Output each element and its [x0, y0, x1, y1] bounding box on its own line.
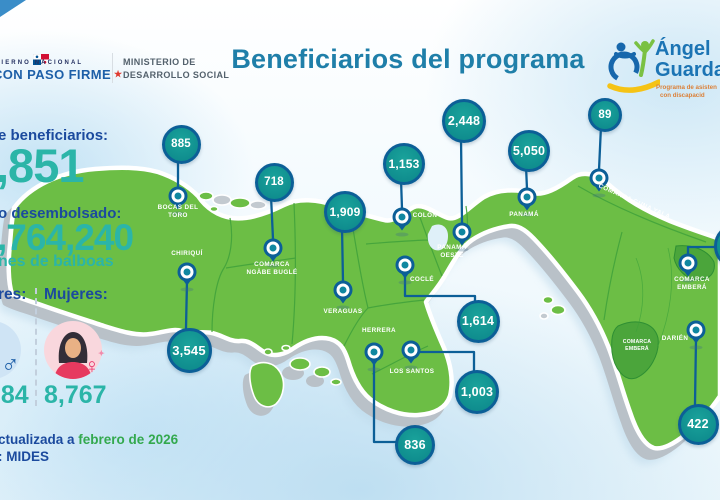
program-name-line2: Guarda: [655, 59, 720, 81]
label-embera: COMARCA EMBERÁ: [674, 276, 710, 292]
gender-divider: [35, 288, 37, 406]
pin-panama-oeste: [455, 225, 469, 252]
bubble-los-santos: 1,003: [455, 370, 499, 414]
label-bocas-del-toro: BOCAS DEL TORO: [157, 204, 199, 220]
pin-colon: [395, 210, 409, 237]
disbursed-unit: nes de balboas: [0, 253, 114, 270]
men-label: res:: [0, 286, 27, 303]
pin-bocas-del-toro: [171, 189, 185, 216]
updated-date: febrero de 2026: [78, 432, 179, 447]
label-veraguas: VERAGUAS: [323, 308, 363, 315]
bubble-panama: 5,050: [508, 130, 550, 172]
beneficiaries-value: ,851: [0, 139, 84, 192]
women-value: 8,767: [44, 381, 107, 409]
label-darien: DARIÉN: [661, 335, 689, 342]
disbursed-label: o desembolsado:: [0, 205, 122, 222]
label-cocle: COCLÉ: [409, 276, 435, 283]
pin-darien: [689, 323, 703, 350]
label-chiriqui: CHIRIQUÍ: [171, 250, 203, 257]
gov-line2: CON PASO FIRME ★: [0, 67, 123, 82]
bubble-veraguas: 1,909: [324, 191, 366, 233]
program-subtitle-line1: Programa de asisten: [656, 84, 717, 91]
label-ngabe-bugle: COMARCA NGÄBE BUGLÉ: [246, 261, 298, 277]
gov-line2-text: CON PASO FIRME: [0, 67, 112, 82]
pin-los-santos: [404, 343, 418, 370]
pin-chiriqui: [180, 265, 194, 292]
star-icon: ★: [114, 69, 123, 79]
lake-gatun: [427, 224, 448, 251]
updated-line: ctualizada a febrero de 2026: [0, 432, 178, 447]
bubble-ngabe-bugle: 718: [254, 162, 294, 202]
label-panama-oeste: PANAMÁ OESTE: [437, 244, 467, 260]
bubble-darien: 422: [677, 403, 719, 445]
pin-ngabe-bugle: [266, 241, 280, 268]
bubble-cocle: 1,614: [456, 299, 500, 343]
bubble-colon: 1,153: [383, 143, 425, 185]
female-avatar: [44, 321, 102, 379]
bubble-chiriqui: 3,545: [166, 327, 212, 373]
pin-herrera: [367, 345, 381, 372]
bubble-bocas-del-toro: 885: [161, 124, 201, 164]
label-embera-small: COMARCA EMBERÁ: [622, 339, 652, 352]
header-divider: [112, 53, 113, 83]
page-title: Beneficiarios del programa: [231, 44, 585, 74]
panama-landmass: [6, 165, 720, 451]
label-panama: PANAMÁ: [509, 211, 539, 218]
program-subtitle-line2: con discapacid: [660, 92, 705, 99]
pin-panama: [520, 190, 534, 217]
rivers: [635, 247, 672, 347]
men-value: 084: [0, 381, 29, 409]
angel-guardian-icon: [606, 36, 662, 99]
male-symbol-icon: ♂: [1, 350, 20, 378]
bubble-herrera: 836: [395, 425, 435, 465]
disbursed-value: ,764,240: [0, 217, 134, 258]
ministry-name: MINISTERIO DE DESARROLLO SOCIAL: [123, 57, 230, 81]
bubble-guna-yala: 89: [588, 98, 622, 132]
sparkle-icon: ✦: [98, 349, 105, 358]
pin-guna-yala: [592, 171, 606, 198]
label-los-santos: LOS SANTOS: [389, 368, 435, 375]
bubble-panama-oeste: 2,448: [442, 99, 486, 143]
updated-prefix: ctualizada a: [0, 432, 79, 447]
program-name-line1: Ángel: [655, 38, 711, 60]
islands: [198, 191, 566, 408]
male-avatar: [0, 321, 21, 379]
source-line: : MIDES: [0, 449, 50, 464]
pin-veraguas: [336, 283, 350, 310]
gov-line1: BIERNO NACIONAL: [0, 60, 84, 66]
label-herrera: HERRERA: [362, 327, 396, 334]
beneficiaries-label: e beneficiarios:: [0, 127, 109, 144]
pin-cocle: [398, 258, 412, 285]
label-colon: COLÓN: [412, 212, 438, 219]
pin-embera: [681, 256, 695, 283]
women-label: Mujeres:: [44, 286, 108, 303]
female-symbol-icon: ♀: [84, 355, 100, 378]
